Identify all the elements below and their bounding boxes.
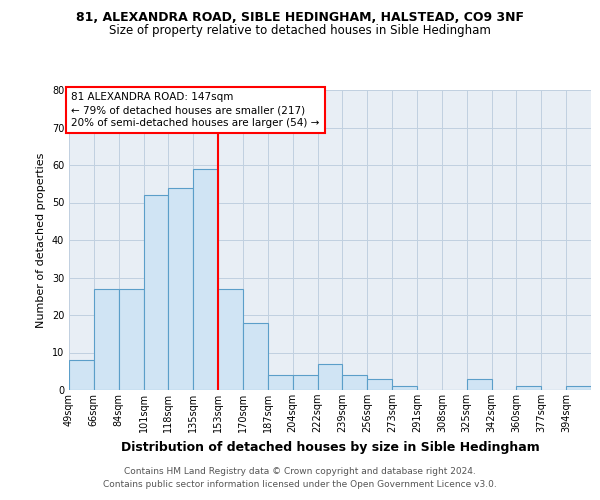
Text: Contains HM Land Registry data © Crown copyright and database right 2024.
Contai: Contains HM Land Registry data © Crown c… [103,468,497,489]
Bar [193,169,218,390]
Bar [517,386,541,390]
Bar [467,379,491,390]
Bar [243,322,268,390]
Bar [218,289,243,390]
Bar [94,289,119,390]
Bar [119,289,143,390]
Bar [367,379,392,390]
Text: 81, ALEXANDRA ROAD, SIBLE HEDINGHAM, HALSTEAD, CO9 3NF: 81, ALEXANDRA ROAD, SIBLE HEDINGHAM, HAL… [76,11,524,24]
Bar [343,375,367,390]
Bar [293,375,317,390]
Text: Size of property relative to detached houses in Sible Hedingham: Size of property relative to detached ho… [109,24,491,37]
Bar [268,375,293,390]
Bar [143,195,169,390]
Bar [169,188,193,390]
Bar [69,360,94,390]
Bar [317,364,343,390]
Bar [566,386,591,390]
Text: 81 ALEXANDRA ROAD: 147sqm
← 79% of detached houses are smaller (217)
20% of semi: 81 ALEXANDRA ROAD: 147sqm ← 79% of detac… [71,92,320,128]
Bar [392,386,417,390]
X-axis label: Distribution of detached houses by size in Sible Hedingham: Distribution of detached houses by size … [121,440,539,454]
Y-axis label: Number of detached properties: Number of detached properties [36,152,46,328]
